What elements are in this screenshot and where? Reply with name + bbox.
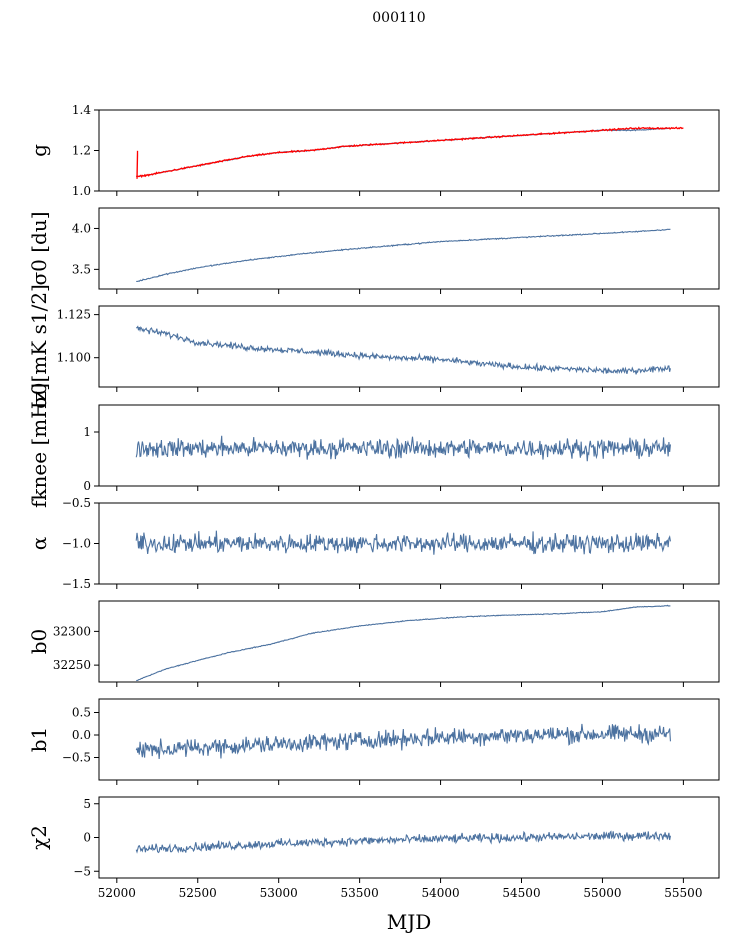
panel-4: 0 1 fknee [mHz] xyxy=(27,383,720,508)
panel-7: −0.5 0.0 0.5 b1 xyxy=(27,698,720,785)
series-line-1-1 xyxy=(135,127,671,178)
y-axis-label-8: χ2 xyxy=(27,825,51,850)
y-tick-label: 1 xyxy=(83,425,91,439)
y-tick-label: 1.4 xyxy=(72,103,91,117)
axes-frame-3 xyxy=(98,305,720,388)
y-tick-label: −1.0 xyxy=(62,537,91,551)
y-tick-label: 3.5 xyxy=(72,262,91,276)
x-axis-label: MJD xyxy=(387,910,432,934)
y-axis-label-4: fknee [mHz] xyxy=(27,383,51,508)
y-tick-label: −0.5 xyxy=(62,751,91,765)
series-line-5-1 xyxy=(135,530,671,555)
y-tick-label: 4.0 xyxy=(72,221,91,235)
axes-frame-2 xyxy=(98,207,720,290)
x-tick-label: 54000 xyxy=(421,886,459,900)
series-line-3-1 xyxy=(135,325,671,375)
y-tick-label: 1.2 xyxy=(72,144,91,158)
panel-1: 1.0 1.2 1.4 g xyxy=(27,103,720,198)
y-tick-label: 32250 xyxy=(53,658,91,672)
y-axis-label-5: α xyxy=(27,537,51,551)
x-tick-label: 53500 xyxy=(341,886,379,900)
series-line-1-2 xyxy=(136,126,684,179)
y-axis-label-7: b1 xyxy=(27,727,51,753)
y-tick-label: 5 xyxy=(83,797,91,811)
y-tick-label: 32300 xyxy=(53,624,91,638)
panels: 1.0 1.2 1.4 g 3.5 4.0 σ0 [du] 1.100 1.125 σ0[mK s… xyxy=(27,103,720,900)
y-tick-label: −0.5 xyxy=(62,496,91,510)
x-tick-label: 54500 xyxy=(502,886,540,900)
y-axis-label-2: σ0 [du] xyxy=(27,211,51,285)
y-tick-label: −1.5 xyxy=(62,577,91,591)
y-tick-label: 1.0 xyxy=(72,184,91,198)
y-tick-label: 0.0 xyxy=(72,728,91,742)
y-tick-label: 1.125 xyxy=(57,308,91,322)
y-tick-label: 1.100 xyxy=(57,351,91,365)
y-axis-label-1: g xyxy=(27,144,51,157)
y-tick-label: 0 xyxy=(83,831,91,845)
figure-title: 000110 xyxy=(372,10,425,26)
axes-frame-6 xyxy=(98,600,720,683)
panel-2: 3.5 4.0 σ0 [du] xyxy=(27,207,720,294)
series-line-6-1 xyxy=(136,604,671,682)
series-line-8-1 xyxy=(135,830,671,854)
series-line-7-1 xyxy=(135,723,671,760)
x-tick-label: 52500 xyxy=(179,886,217,900)
axes-frame-7 xyxy=(98,698,720,781)
panel-3: 1.100 1.125 σ0[mK s1/2] xyxy=(27,284,720,409)
x-tick-label: 55000 xyxy=(583,886,621,900)
y-tick-label: 0.5 xyxy=(72,706,91,720)
panel-8: −5 0 5 52000 52500 53000 53500 54000 54500 55000 5… xyxy=(27,796,720,900)
axes-frame-1 xyxy=(98,109,720,192)
panel-5: −1.5 −1.0 −0.5 α xyxy=(27,496,720,591)
axes-frame-4 xyxy=(98,404,720,487)
series-line-4-1 xyxy=(135,435,671,462)
y-tick-label: −5 xyxy=(73,864,91,878)
x-tick-label: 52000 xyxy=(98,886,136,900)
y-tick-label: 0 xyxy=(83,479,91,493)
x-tick-label: 55500 xyxy=(664,886,702,900)
x-tick-label: 53000 xyxy=(260,886,298,900)
y-axis-label-3: σ0[mK s1/2] xyxy=(27,284,51,409)
y-axis-label-6: b0 xyxy=(27,629,51,655)
series-line-2-1 xyxy=(136,228,671,282)
